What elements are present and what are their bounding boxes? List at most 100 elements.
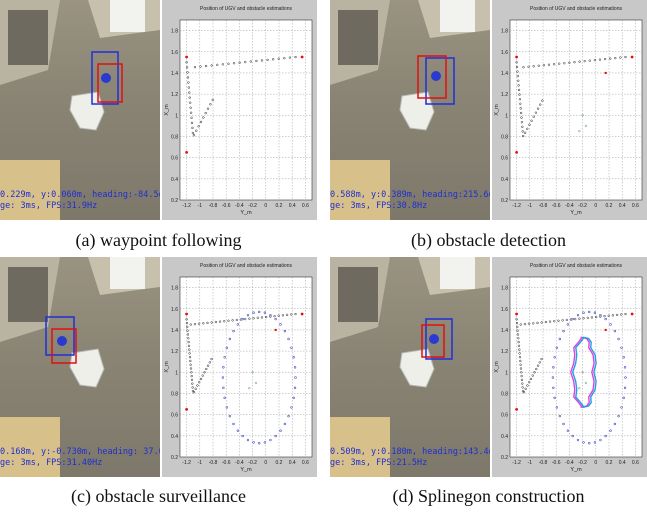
wall-panel bbox=[440, 257, 475, 289]
surveillance-point bbox=[225, 346, 229, 349]
trajectory-point bbox=[210, 64, 213, 67]
telemetry-line-2: ge: 3ms, FPS:30.8Hz bbox=[330, 201, 428, 211]
trajectory-point bbox=[191, 386, 194, 389]
trajectory-point bbox=[547, 63, 551, 66]
waypoint-marker bbox=[185, 407, 188, 411]
trajectory-point bbox=[260, 316, 264, 319]
trajectory-point bbox=[539, 103, 542, 106]
obstacle-estimate-marker bbox=[274, 328, 277, 332]
trajectory-point bbox=[190, 121, 194, 125]
trajectory-point bbox=[189, 367, 193, 370]
trajectory-point bbox=[186, 76, 190, 79]
y-tick-label: 1.2 bbox=[501, 92, 508, 98]
tracking-box-blue bbox=[425, 318, 453, 360]
x-tick-label: -0.6 bbox=[222, 460, 231, 466]
trajectory-point bbox=[540, 357, 543, 361]
trajectory-point bbox=[520, 374, 523, 378]
surveillance-point bbox=[222, 366, 225, 369]
trajectory-point bbox=[578, 60, 581, 63]
camera-scene bbox=[0, 0, 160, 220]
trajectory-point bbox=[586, 316, 589, 319]
trajectory-point bbox=[517, 344, 521, 347]
surveillance-point bbox=[252, 311, 255, 314]
x-tick-label: -1.2 bbox=[182, 203, 191, 209]
trajectory-point bbox=[189, 363, 192, 366]
wall-panel bbox=[440, 0, 475, 32]
trajectory-point bbox=[198, 381, 201, 384]
trajectory-point bbox=[532, 115, 535, 118]
trajectory-point bbox=[186, 333, 190, 336]
surveillance-point bbox=[566, 323, 570, 326]
desk-corner bbox=[330, 160, 390, 220]
trajectory-point bbox=[294, 312, 297, 316]
surveillance-point bbox=[582, 441, 585, 444]
trajectory-point bbox=[530, 119, 533, 122]
detection-point bbox=[248, 387, 251, 390]
trajectory-point bbox=[588, 59, 591, 62]
detection-point bbox=[584, 381, 588, 385]
obstacle-boxes bbox=[69, 348, 105, 388]
trajectory-point bbox=[516, 75, 519, 78]
surveillance-point bbox=[283, 422, 287, 426]
y-tick-label: 1.6 bbox=[171, 307, 178, 313]
trajectory-point bbox=[531, 374, 534, 377]
trajectory-point bbox=[515, 318, 518, 321]
trajectory-point bbox=[522, 390, 526, 394]
y-tick-label: 1.2 bbox=[171, 92, 178, 98]
y-axis-label: X_m bbox=[164, 104, 170, 116]
surveillance-point bbox=[553, 356, 556, 359]
x-tick-label: -0.6 bbox=[552, 203, 561, 209]
y-tick-label: 1.4 bbox=[501, 71, 508, 77]
x-tick-label: -1.2 bbox=[512, 460, 521, 466]
caption-c: (c) obstacle surveillance bbox=[71, 486, 246, 506]
desk-corner bbox=[0, 160, 60, 220]
trajectory-point bbox=[517, 88, 521, 92]
trajectory-point bbox=[235, 318, 238, 322]
trajectory-point bbox=[614, 56, 617, 60]
obstacle-boxes bbox=[399, 348, 435, 388]
position-plot: Position of UGV and obstacle estimations… bbox=[492, 257, 647, 477]
waypoint-marker bbox=[515, 150, 518, 154]
trajectory-point bbox=[519, 107, 522, 110]
trajectory-point bbox=[521, 382, 524, 385]
y-tick-label: 1.2 bbox=[501, 349, 508, 355]
surveillance-point bbox=[279, 429, 282, 432]
surveillance-point bbox=[257, 310, 261, 314]
trajectory-point bbox=[518, 352, 521, 355]
trajectory-point bbox=[265, 315, 268, 319]
trajectory-point bbox=[227, 319, 230, 322]
trajectory-point bbox=[188, 91, 191, 94]
surveillance-point bbox=[553, 396, 556, 400]
x-tick-label: 0.2 bbox=[606, 460, 613, 466]
surveillance-point bbox=[571, 317, 574, 321]
surveillance-point bbox=[576, 313, 580, 317]
surveillance-point bbox=[292, 356, 295, 359]
trajectory-point bbox=[519, 102, 522, 105]
x-tick-label: -0.4 bbox=[565, 460, 574, 466]
camera-scene bbox=[0, 257, 160, 477]
x-tick-label: 0.4 bbox=[619, 460, 626, 466]
surveillance-point bbox=[294, 376, 297, 379]
trajectory-point bbox=[185, 321, 189, 325]
ugv-robot bbox=[57, 336, 67, 346]
trajectory-point bbox=[191, 131, 195, 135]
caption-d: (d) Splinegon construction bbox=[392, 486, 585, 506]
trajectory-point bbox=[194, 387, 197, 390]
surveillance-point bbox=[287, 414, 290, 418]
surveillance-point bbox=[555, 346, 559, 349]
surveillance-point bbox=[617, 337, 620, 341]
trajectory-point bbox=[277, 57, 280, 60]
trajectory-point bbox=[208, 361, 211, 364]
trajectory-point bbox=[538, 361, 541, 364]
trajectory-point bbox=[260, 59, 264, 62]
plot-axes bbox=[179, 19, 313, 201]
x-axis-label: Y_m bbox=[240, 467, 252, 473]
trajectory-point bbox=[517, 340, 520, 344]
trajectory-point bbox=[542, 64, 546, 67]
surveillance-point bbox=[246, 438, 250, 442]
x-tick-label: 0.4 bbox=[289, 460, 296, 466]
trajectory-point bbox=[273, 315, 276, 318]
x-tick-label: 0.6 bbox=[632, 203, 639, 209]
trajectory-point bbox=[553, 320, 556, 323]
x-tick-label: -0.4 bbox=[235, 203, 244, 209]
